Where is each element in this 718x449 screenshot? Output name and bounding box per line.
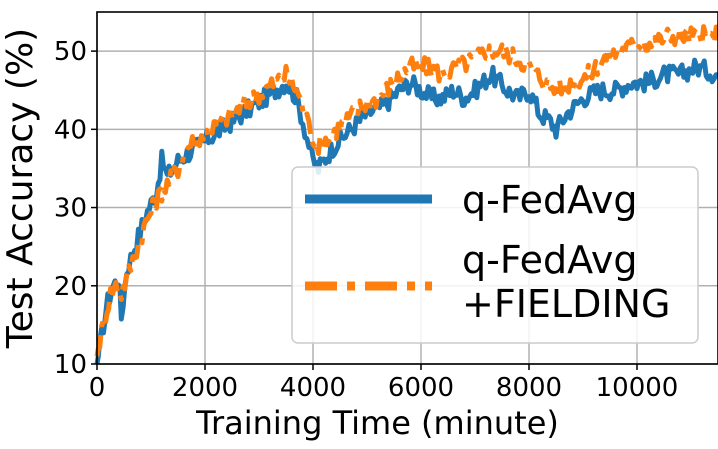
legend-label-q-fedavg-fielding: q-FedAvg +FIELDING [462,238,670,326]
series-lines [94,24,718,365]
y-tick-label: 10 [54,350,87,380]
legend-label-line: +FIELDING [462,282,670,326]
x-tick-label: 0 [89,373,106,403]
x-tick-label: 2000 [172,373,238,403]
x-axis-label: Training Time (minute) [195,404,559,442]
y-tick-label: 50 [54,37,87,67]
y-tick-label: 30 [54,194,87,224]
x-axis-ticks: 0 2000 4000 6000 8000 10000 [89,364,679,403]
x-tick-label: 4000 [280,373,346,403]
y-axis-ticks: 10 20 30 40 50 [54,37,97,380]
x-tick-label: 6000 [388,373,454,403]
series-line-1 [94,24,718,357]
legend-label-line: q-FedAvg [462,238,638,282]
y-tick-label: 40 [54,115,87,145]
legend: q-FedAvg q-FedAvg +FIELDING [291,166,699,344]
y-tick-label: 20 [54,272,87,302]
x-tick-label: 10000 [596,373,679,403]
plot-frame [96,11,718,365]
y-axis-label: Test Accuracy (%) [0,28,41,349]
legend-box [291,166,699,344]
legend-label-q-fedavg: q-FedAvg [462,178,638,222]
x-tick-label: 8000 [496,373,562,403]
